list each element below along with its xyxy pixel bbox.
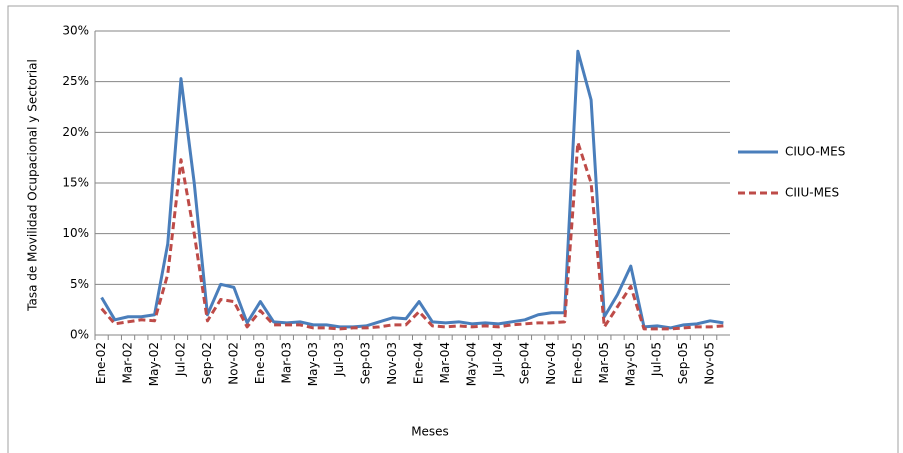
x-tick-label: Nov-02 <box>226 342 240 385</box>
x-tick-label: Sep-04 <box>517 342 531 384</box>
x-tick-label: May-05 <box>623 342 637 386</box>
x-tick-label: Mar-04 <box>438 342 452 383</box>
x-tick-label: Sep-03 <box>359 342 373 384</box>
data-line <box>100 140 724 331</box>
x-tick-label: Sep-05 <box>676 342 690 384</box>
x-tick-label: Nov-03 <box>385 342 399 385</box>
x-tick-label: Ene-04 <box>412 342 426 384</box>
x-tick-label: May-02 <box>147 342 161 386</box>
x-tick-label: Ene-05 <box>570 342 584 384</box>
y-tick-label: 25% <box>62 74 89 88</box>
x-tick-label: Nov-05 <box>703 342 717 385</box>
x-tick-label: Jul-05 <box>650 342 664 377</box>
x-tick-label: Jul-04 <box>491 342 505 377</box>
legend-label: CIUO-MES <box>785 145 845 159</box>
x-tick-label: Jul-02 <box>173 342 187 377</box>
x-tick-label: Jul-03 <box>332 342 346 377</box>
y-axis-label: Tasa de Movilidad Ocupacional y Sectoria… <box>26 59 40 312</box>
y-tick-label: 5% <box>70 277 89 291</box>
x-tick-label: Mar-02 <box>121 342 135 383</box>
y-tick-label: 0% <box>70 328 89 342</box>
x-tick-label: Ene-03 <box>253 342 267 384</box>
x-tick-label: Ene-02 <box>94 342 108 384</box>
x-axis-label: Meses <box>411 425 449 439</box>
x-tick-label: Nov-04 <box>544 342 558 385</box>
chart-border <box>7 5 899 453</box>
y-tick-label: 10% <box>62 226 89 240</box>
x-tick-label: May-03 <box>306 342 320 386</box>
y-tick-label: 20% <box>62 125 89 139</box>
x-tick-label: May-04 <box>465 342 479 386</box>
y-tick-label: 15% <box>62 176 89 190</box>
x-tick-label: Mar-03 <box>279 342 293 383</box>
x-tick-label: Mar-05 <box>597 342 611 383</box>
legend-label: CIIU-MES <box>785 186 839 200</box>
x-tick-label: Sep-02 <box>200 342 214 384</box>
y-tick-label: 30% <box>62 24 89 38</box>
data-line <box>100 49 724 330</box>
